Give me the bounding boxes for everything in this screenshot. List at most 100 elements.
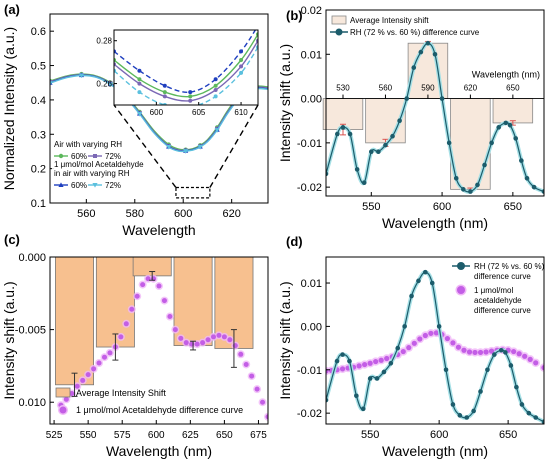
inset-y-tick-label: 0.26 [96,80,112,89]
series-point [107,82,114,88]
panel-label: (c) [4,232,20,247]
legend-title: 1 μmol/mol Acetaldehyde [54,160,144,169]
scatter-point [134,293,140,299]
x-axis-label: Wavelength [122,222,195,238]
curve-point [335,131,340,137]
curve-point [503,350,508,355]
secondary-axis-label: Wavelength (nm) [472,70,540,80]
series-point [50,81,53,86]
y-tick-label: 0.010 [18,397,46,409]
x-tick-label: 625 [182,430,199,441]
curve-point [367,376,373,381]
curve-point [489,140,494,146]
series-point [214,128,220,133]
series-point [197,144,203,150]
curve-point [354,167,360,172]
curve-point [541,419,544,424]
secondary-tick-label: 590 [421,84,435,93]
scatter-point [444,335,451,342]
curve-point [519,158,524,163]
legend-swatch-bar [331,15,347,25]
legend-entry-air-72: 72% [105,152,121,161]
curve-point [347,131,353,137]
scatter-point [238,351,244,357]
x-tick-label: 600 [148,430,165,441]
scatter-point [254,386,260,392]
plot-area-d [326,269,544,424]
inset-point [256,24,260,28]
scatter-point [172,327,178,333]
curve-point [340,352,345,357]
zoom-box [175,186,211,199]
scatter-point [378,357,384,363]
scatter-point [483,349,489,355]
scatter-point [433,330,439,336]
curve-point [397,118,402,124]
scatter-point [461,347,467,353]
x-tick-label: 600 [433,201,451,213]
scatter-point [178,335,184,341]
legend-entry-ace-60: 60% [71,181,87,190]
curve-point [446,140,452,146]
legend-marker [92,183,98,188]
scatter-point [511,348,517,355]
inset-point [213,94,218,99]
plot-frame [49,13,269,204]
secondary-tick-label: 560 [379,84,393,93]
inset-point [188,98,193,103]
scatter-point [161,298,167,304]
scatter-point [96,360,102,366]
scatter-point [205,337,211,343]
curve-point [498,347,504,353]
x-tick-label: 650 [504,201,522,213]
y-axis-label: Normalized Intensity (a.u.) [1,27,17,190]
y-tick-label: -0.02 [297,182,322,194]
scatter-point [123,321,129,327]
curve-point [383,142,388,148]
x-tick-label: 600 [430,429,448,441]
scatter-point [527,356,533,362]
curve-point [464,415,470,420]
scatter-point [362,361,368,368]
y-tick-label: 0.4 [31,95,46,107]
inset-point [239,49,244,54]
scatter-point [221,334,227,340]
panel-label: (a) [4,2,20,17]
inset-point [137,90,142,95]
scatter-point [80,377,86,383]
curve-point [368,149,374,155]
panel-d: (d) 550 600 650 -0.02 -0.01 0.00 0.01 Wavelength… [277,234,545,459]
bar [492,98,534,124]
scatter-point [466,349,473,355]
y-tick-label: 0.3 [31,129,46,141]
curve-point [496,125,502,130]
x-axis-label: Wavelength (nm) [382,215,488,231]
curve-point [492,352,497,357]
legend-marker [58,153,64,159]
scatter-point [102,354,107,360]
legend-title: Air with varying RH [54,140,122,149]
inset-x-tick-label: 610 [234,108,248,117]
curve-point [334,358,340,364]
scatter-point [541,365,544,371]
legend-marker-curve [335,28,343,36]
scatter-point [91,366,97,372]
scatter-point [367,360,373,366]
scatter-point [450,340,456,346]
scatter-point [477,349,484,356]
scatter-point [243,361,249,367]
secondary-tick-label: 530 [336,84,350,93]
legend-marker-points [457,286,465,294]
bar [55,257,95,386]
legend-entry-air-60: 60% [71,152,87,161]
scatter-point [140,282,146,288]
inset-point [137,68,142,73]
curve-point [526,410,532,416]
scatter-point [194,341,200,347]
x-tick-label: 620 [222,208,240,220]
curve-point [418,49,424,55]
secondary-tick-label: 620 [464,84,478,93]
plot-frame [49,256,269,425]
zoom-connector [113,104,177,188]
curve-point [503,120,509,126]
